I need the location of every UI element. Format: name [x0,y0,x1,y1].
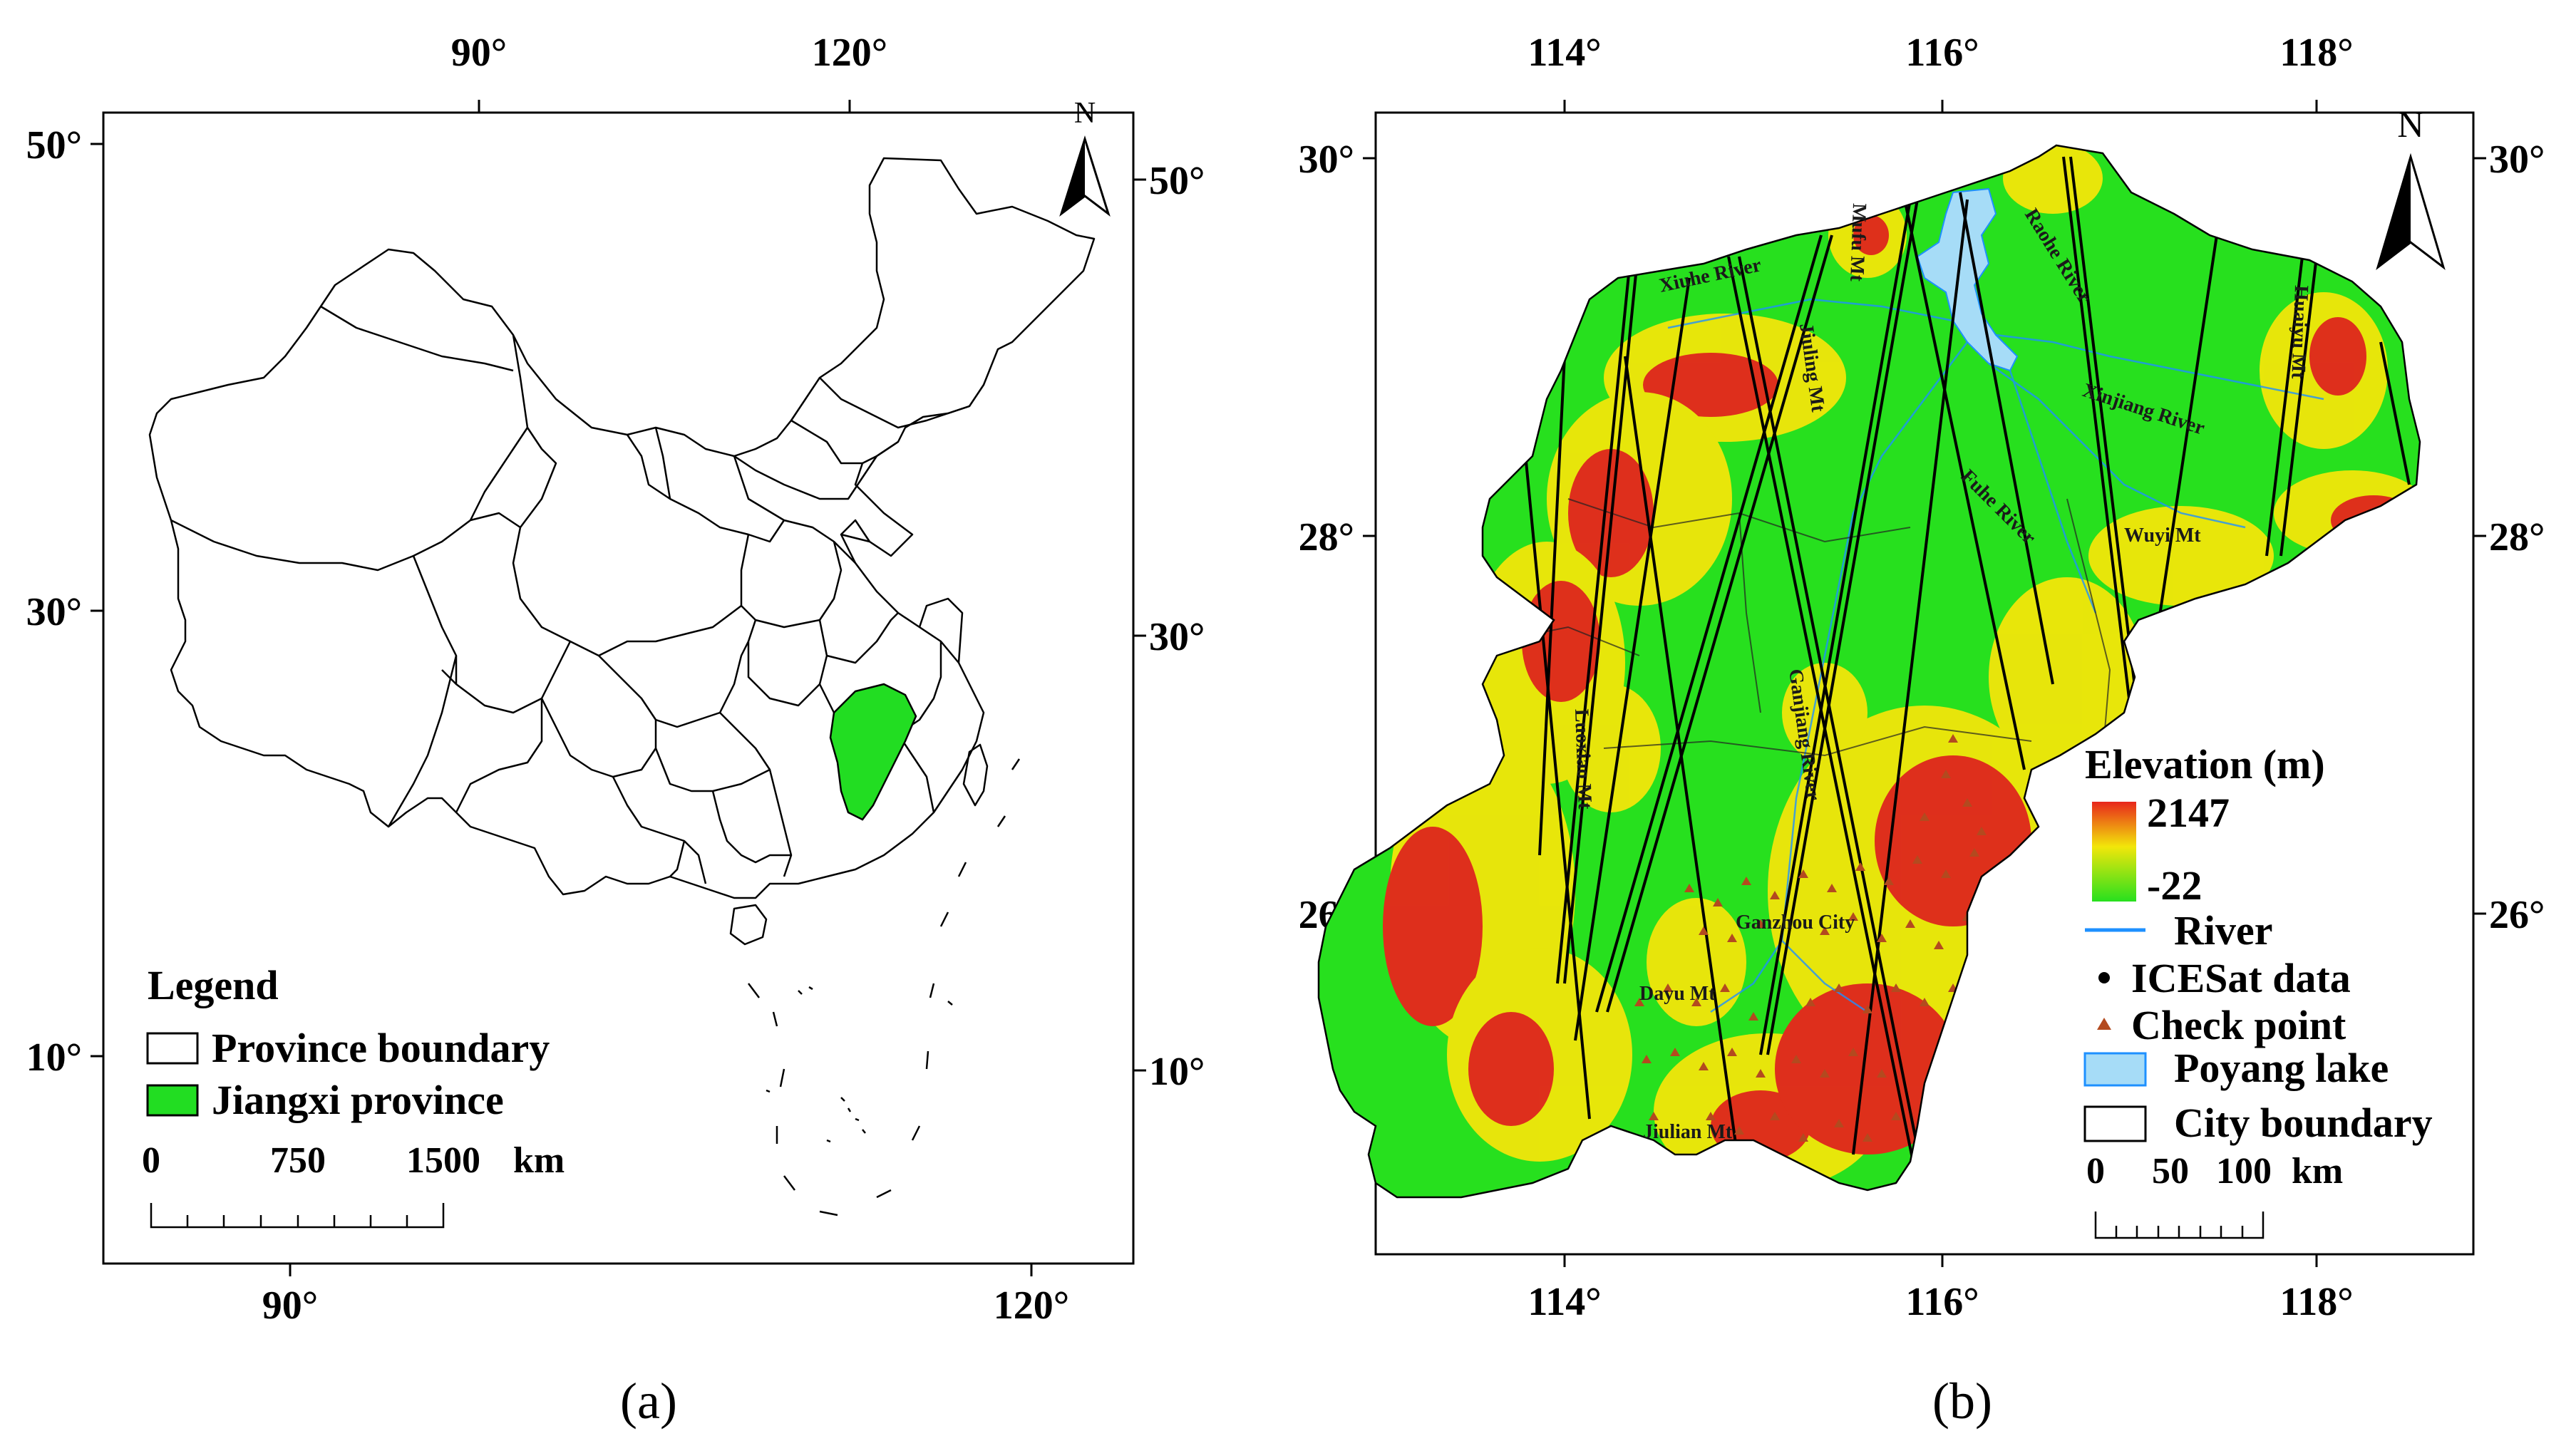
panel-b-scale-bar: 0 50 100 km [2086,1151,2343,1239]
panel-b-left-tick-0: 30° [1299,138,1354,182]
panel-a-right-tick-2: 10° [1149,1050,1205,1094]
legend-swatch-jiangxi [146,1084,199,1117]
panel-a-left-tick-2: 10° [26,1035,82,1080]
legend-label-city: City boundary [2174,1100,2433,1146]
jiangxi-outline [1317,144,2421,1199]
panel-b-bottom-tick-0: 114° [1527,1280,1601,1324]
panel-a: 90° 120° 90° 120° 50° 30° 10° 50° 30° 10… [26,31,1205,1430]
elevation-max-label: 2147 [2147,790,2230,836]
panel-a-legend-title: Legend [148,962,279,1008]
panel-b-north-arrow: N [2376,105,2446,270]
panel-a-bottom-tick-1: 120° [994,1283,1069,1328]
legend-checkpoint-triangle [2097,1018,2111,1030]
icesat-tracks [1510,156,2411,1184]
scale-a-label-unit: km [513,1140,565,1181]
legend-poyang-swatch [2083,1052,2147,1087]
panel-a-right-tick-1: 30° [1149,615,1205,659]
elevation-legend-title: Elevation (m) [2085,741,2325,787]
panel-a-top-tick-1: 120° [812,31,887,75]
panel-b-right-tick-0: 30° [2489,138,2545,182]
panel-b-bottom-tick-2: 118° [2279,1280,2353,1324]
label-luoxiao-mt: Luoxiao Mt [1570,708,1596,810]
panel-b-tick-marks [1363,100,2486,1267]
panel-a-legend: Legend Province boundary Jiangxi provinc… [142,962,565,1229]
label-ganzhou-city: Ganzhou City [1736,911,1855,934]
panel-b-bottom-tick-1: 116° [1905,1280,1979,1324]
scale-b-label-2: 100 [2216,1151,2272,1192]
scale-a-label-1: 750 [270,1140,326,1181]
scale-a-label-2: 1500 [406,1140,480,1181]
panel-b-caption: (b) [1932,1373,1992,1430]
panel-b-legend: Elevation (m) 2147 -22 River ICESat data… [2083,741,2433,1239]
legend-label-jiangxi: Jiangxi province [212,1077,504,1123]
panel-a-bottom-tick-0: 90° [262,1283,318,1328]
panel-b-top-tick-1: 116° [1905,31,1979,75]
legend-swatch-province-boundary [146,1032,199,1065]
panel-b-right-tick-2: 26° [2489,893,2545,937]
river-network [1667,298,2324,1013]
scale-a-label-0: 0 [142,1140,160,1181]
scale-b-label-1: 50 [2152,1151,2189,1192]
elevation-color-ramp [2092,802,2136,902]
panel-b-right-tick-1: 28° [2489,515,2545,559]
panel-a-north-arrow: N [1059,97,1111,217]
panel-a-top-tick-0: 90° [451,31,507,75]
legend-label-province-boundary: Province boundary [212,1025,550,1071]
panel-a-left-tick-0: 50° [26,123,82,167]
panel-a-frame [102,111,1135,1265]
panel-b-north-label: N [2397,105,2424,145]
china-map [148,157,1096,1217]
panel-b-left-tick-1: 28° [1299,515,1354,559]
label-huaiyu-mt: Huaiyu Mt [2287,285,2312,380]
panel-a-caption: (a) [620,1373,677,1430]
legend-label-river: River [2174,907,2273,954]
scale-b-label-0: 0 [2086,1151,2105,1192]
panel-a-left-tick-1: 30° [26,590,82,634]
legend-label-checkpoint: Check point [2131,1002,2346,1048]
legend-label-icesat: ICESat data [2131,955,2351,1001]
label-mufu-mt: Mufu Mt [1845,203,1870,282]
china-outline [148,157,1096,899]
elevation-min-label: -22 [2147,862,2202,909]
label-wuyi-mt: Wuyi Mt [2124,525,2201,547]
panel-b: 114° 116° 118° 114° 116° 118° 30° 28° 26… [1299,31,2545,1430]
panel-a-right-tick-0: 50° [1149,159,1205,203]
legend-city-swatch [2083,1105,2147,1142]
legend-label-poyang: Poyang lake [2174,1045,2389,1091]
jiangxi-province-highlight [829,683,917,821]
panel-b-top-tick-2: 118° [2279,31,2353,75]
panel-a-scale-bar: 0 750 1500 km [142,1140,565,1229]
scale-b-label-unit: km [2292,1151,2343,1192]
label-jiulian-mt: Jiulian Mt [1643,1121,1733,1143]
legend-icesat-dot [2098,972,2110,983]
panel-a-tick-marks [91,100,1146,1276]
panel-a-north-label: N [1074,97,1096,130]
panel-b-top-tick-0: 114° [1527,31,1601,75]
label-dayu-mt: Dayu Mt [1639,983,1716,1005]
